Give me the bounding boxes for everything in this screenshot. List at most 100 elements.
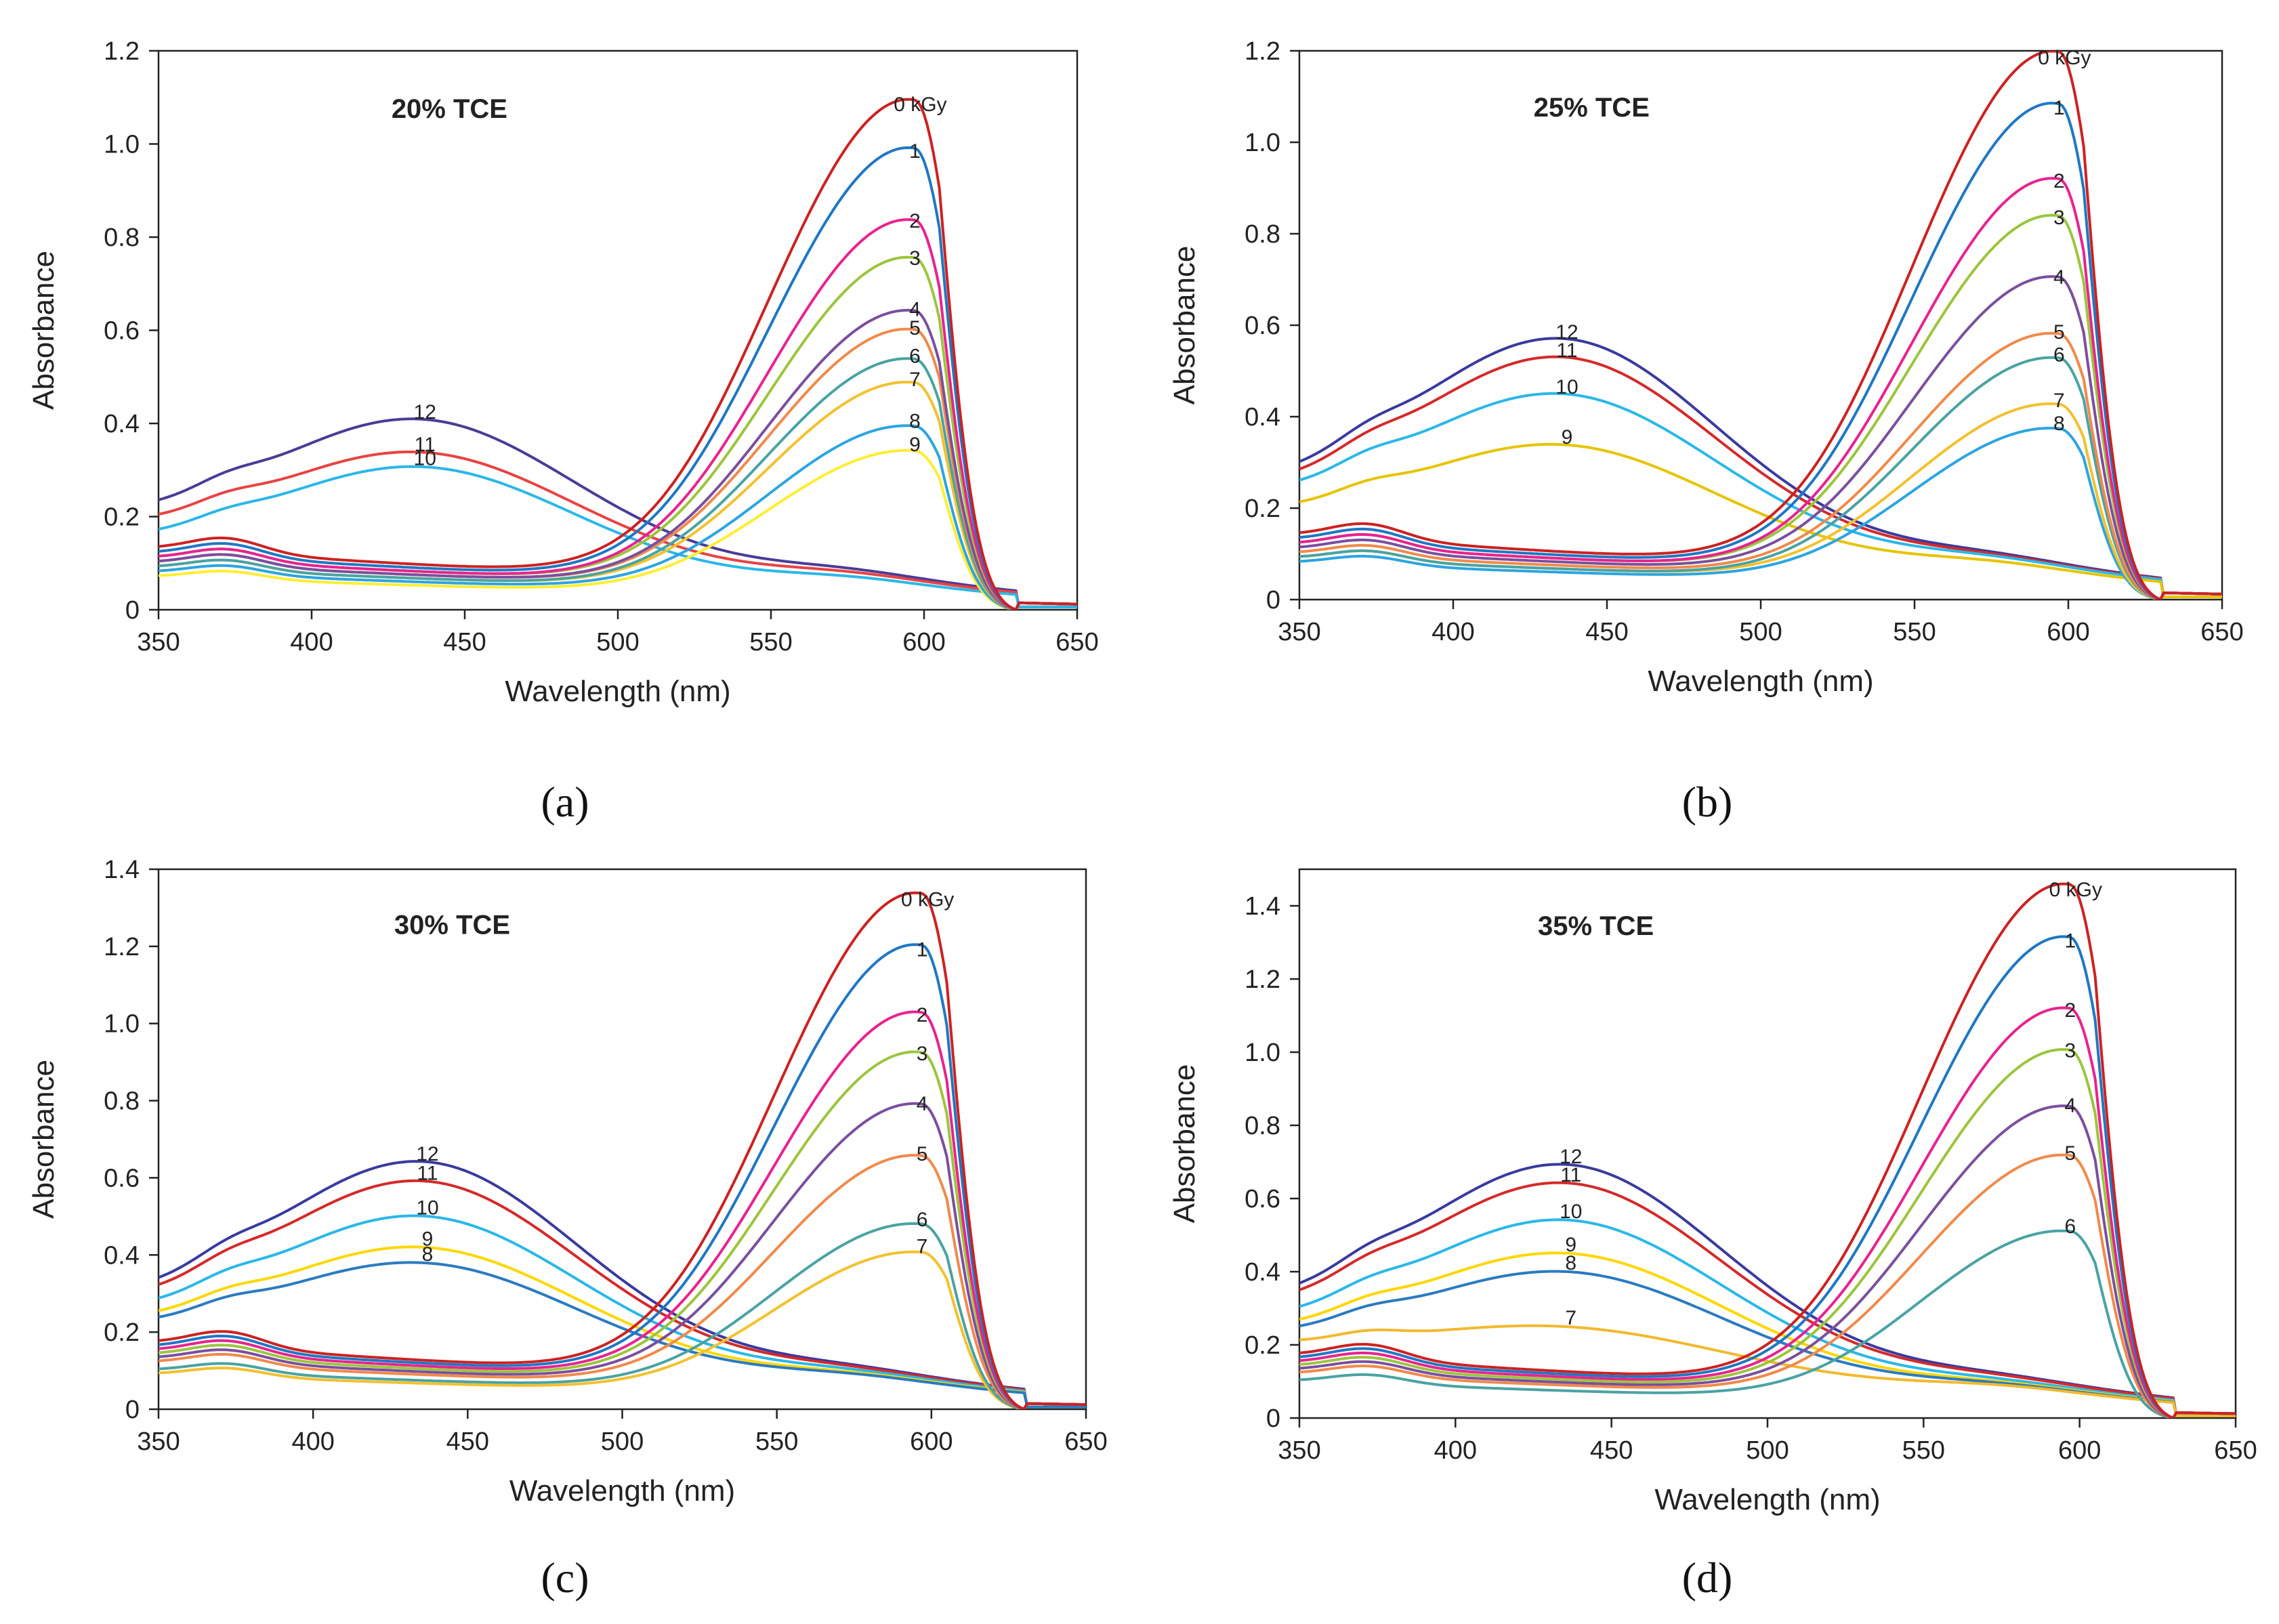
series-label: 6 xyxy=(2053,344,2065,367)
series-label: 3 xyxy=(917,1043,928,1065)
x-tick-label: 550 xyxy=(1893,618,1936,646)
x-tick-label: 500 xyxy=(596,628,639,657)
y-tick-label: 1.0 xyxy=(1245,1039,1280,1067)
series-label: 8 xyxy=(422,1243,434,1266)
series-line-4 xyxy=(159,308,1077,610)
series-line-0-kgy xyxy=(159,891,1086,1409)
series-line-6 xyxy=(1299,356,2222,600)
x-axis-label: Wavelength (nm) xyxy=(509,1474,735,1507)
x-tick-label: 600 xyxy=(902,628,945,657)
series-label: 3 xyxy=(2065,1040,2076,1062)
x-tick-label: 600 xyxy=(2047,618,2089,646)
series-label: 2 xyxy=(909,210,921,232)
series-label: 6 xyxy=(909,345,921,367)
series-line-1 xyxy=(1299,102,2222,600)
y-axis-label: Absorbance xyxy=(27,251,60,410)
series-label: 10 xyxy=(1560,1201,1582,1223)
x-tick-label: 400 xyxy=(291,1428,334,1456)
series-label: 1 xyxy=(917,938,928,961)
series-group xyxy=(159,891,1086,1409)
series-label: 3 xyxy=(909,247,921,270)
x-tick-label: 550 xyxy=(1902,1436,1945,1465)
chart-title: 25% TCE xyxy=(1534,93,1650,123)
series-line-0-kgy xyxy=(1299,882,2236,1418)
series-line-6 xyxy=(159,357,1077,610)
series-label: 1 xyxy=(909,140,921,163)
y-tick-label: 0.4 xyxy=(104,410,140,438)
x-tick-label: 650 xyxy=(1064,1428,1107,1456)
series-label: 8 xyxy=(909,411,921,433)
series-line-0-kgy xyxy=(1299,51,2222,600)
x-tick-label: 550 xyxy=(749,628,792,657)
series-label: 10 xyxy=(414,448,436,470)
series-line-5 xyxy=(159,1154,1086,1409)
y-tick-label: 0.4 xyxy=(104,1241,140,1270)
series-line-3 xyxy=(1299,1048,2236,1418)
y-tick-label: 0 xyxy=(125,596,140,625)
x-axis-label: Wavelength (nm) xyxy=(1654,1483,1880,1516)
x-tick-label: 400 xyxy=(1431,618,1474,646)
x-tick-label: 500 xyxy=(601,1428,644,1456)
series-line-3 xyxy=(159,1050,1086,1409)
series-label: 8 xyxy=(1565,1252,1576,1274)
series-label: 4 xyxy=(909,299,921,321)
y-tick-label: 0 xyxy=(1266,1404,1280,1433)
series-label: 2 xyxy=(2053,170,2065,192)
series-label: 1 xyxy=(2065,930,2076,953)
series-line-2 xyxy=(159,218,1077,610)
series-label: 9 xyxy=(1565,1234,1576,1256)
y-tick-label: 0.6 xyxy=(1245,312,1280,340)
series-line-8 xyxy=(159,424,1077,610)
series-label: 12 xyxy=(1560,1146,1582,1168)
y-tick-label: 0.4 xyxy=(1245,1258,1280,1287)
x-tick-label: 400 xyxy=(1434,1436,1477,1465)
series-line-2 xyxy=(159,1010,1086,1409)
y-tick-label: 1.2 xyxy=(104,37,140,66)
chart-title: 20% TCE xyxy=(392,94,507,124)
series-line-10 xyxy=(1299,392,2222,598)
series-line-1 xyxy=(1299,935,2236,1418)
y-tick-label: 0.2 xyxy=(104,503,140,532)
series-label: 2 xyxy=(917,1004,928,1026)
y-tick-label: 1.4 xyxy=(1245,892,1280,921)
series-label: 8 xyxy=(2053,413,2065,435)
series-label: 12 xyxy=(416,1143,438,1165)
series-label: 4 xyxy=(2065,1095,2076,1117)
y-tick-label: 0.6 xyxy=(104,1164,140,1192)
series-label: 9 xyxy=(422,1228,434,1250)
series-label: 7 xyxy=(1565,1307,1576,1329)
series-line-4 xyxy=(1299,1104,2236,1418)
x-tick-label: 500 xyxy=(1746,1436,1789,1465)
x-tick-label: 550 xyxy=(755,1428,798,1456)
series-label: 0 kGy xyxy=(2038,47,2091,69)
series-line-1 xyxy=(159,943,1086,1409)
series-label: 7 xyxy=(2053,390,2065,412)
x-tick-label: 450 xyxy=(1590,1436,1633,1465)
y-tick-label: 0.2 xyxy=(1245,1331,1280,1360)
series-group xyxy=(1299,51,2222,600)
series-label: 5 xyxy=(2053,321,2065,343)
series-label: 4 xyxy=(2053,266,2065,289)
series-line-12 xyxy=(159,417,1077,608)
series-line-1 xyxy=(159,146,1077,610)
x-tick-label: 600 xyxy=(2058,1436,2101,1465)
x-tick-label: 600 xyxy=(910,1428,953,1456)
y-tick-label: 0.8 xyxy=(104,1087,140,1116)
series-line-4 xyxy=(159,1102,1086,1409)
y-tick-label: 1.2 xyxy=(1245,37,1280,66)
series-line-11 xyxy=(159,451,1077,608)
series-label: 11 xyxy=(1556,339,1577,362)
series-label: 7 xyxy=(917,1236,928,1258)
panel-caption: (c) xyxy=(541,1554,589,1602)
y-tick-label: 1.0 xyxy=(1245,129,1280,157)
chart-title: 30% TCE xyxy=(394,911,510,940)
series-label: 7 xyxy=(909,369,921,391)
series-label: 5 xyxy=(917,1143,928,1165)
series-line-4 xyxy=(1299,275,2222,600)
series-label: 2 xyxy=(2065,999,2076,1022)
panel-caption: (b) xyxy=(1682,778,1733,826)
series-line-5 xyxy=(1299,331,2222,600)
series-line-10 xyxy=(159,1214,1086,1409)
series-line-0-kgy xyxy=(159,98,1077,610)
